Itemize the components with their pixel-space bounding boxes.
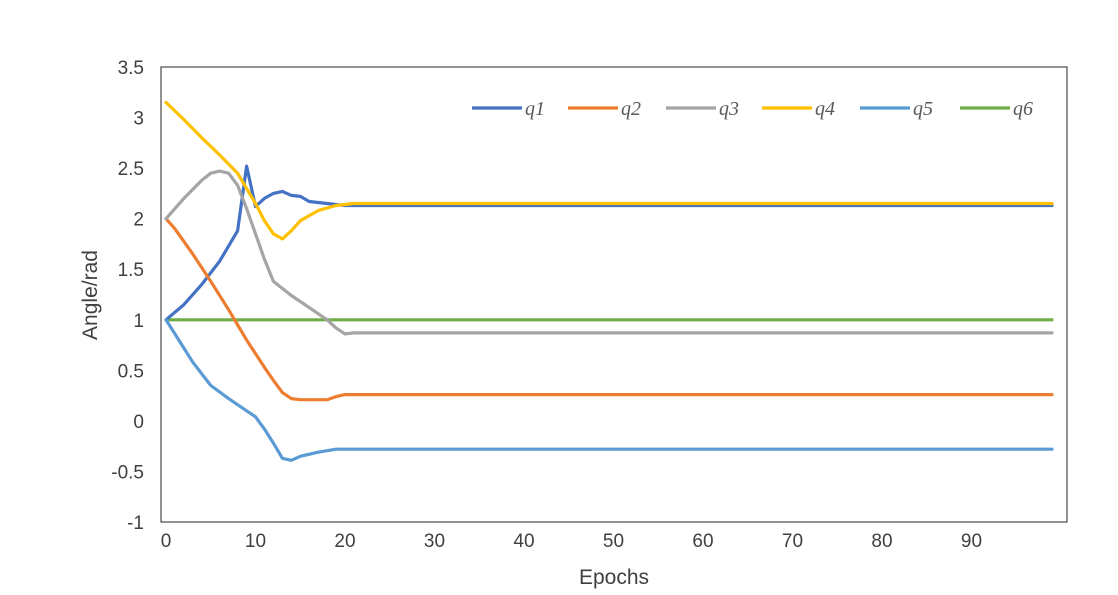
x-tick-label: 40 <box>513 531 534 552</box>
y-tick-label: 1 <box>133 311 144 332</box>
y-tick-label: 3 <box>133 109 144 130</box>
series-line-q2 <box>164 217 1054 402</box>
y-tick-label: 3.5 <box>118 58 144 79</box>
y-axis-title: Angle/rad <box>79 250 102 340</box>
legend-label-q5: q5 <box>913 98 933 120</box>
x-tick-label: 60 <box>692 531 713 552</box>
x-tick-label: 10 <box>245 531 266 552</box>
legend-label-q3: q3 <box>719 98 739 120</box>
series-line-q4 <box>164 100 1054 241</box>
legend-label-q2: q2 <box>621 98 641 120</box>
legend-label-q1: q1 <box>525 98 545 120</box>
series-line-q5 <box>164 318 1054 462</box>
y-tick-label: -0.5 <box>111 462 144 483</box>
x-tick-labels: 0 10 20 30 40 50 60 70 80 90 <box>161 531 982 552</box>
x-axis-title: Epochs <box>579 566 649 589</box>
x-tick-label: 80 <box>871 531 892 552</box>
legend-label-q6: q6 <box>1013 98 1033 120</box>
y-tick-labels: -1 -0.5 0 0.5 1 1.5 2 2.5 3 3.5 <box>111 58 144 534</box>
x-tick-label: 50 <box>603 531 624 552</box>
y-tick-label: 1.5 <box>118 260 144 281</box>
y-tick-label: 2.5 <box>118 159 144 180</box>
x-tick-label: 0 <box>161 531 172 552</box>
x-tick-label: 70 <box>782 531 803 552</box>
y-tick-label: 2 <box>133 210 144 231</box>
plot-area-frame <box>160 66 1068 523</box>
y-tick-label: 0.5 <box>118 361 144 382</box>
x-tick-label: 90 <box>961 531 982 552</box>
series-layer <box>164 100 1054 462</box>
y-tick-label: 0 <box>133 412 144 433</box>
legend: q1 q2 q3 q4 q5 q6 <box>472 98 1033 120</box>
series-line-q1 <box>164 164 1054 322</box>
y-tick-label: -1 <box>127 513 144 534</box>
x-tick-label: 30 <box>424 531 445 552</box>
series-line-q3 <box>164 169 1054 336</box>
x-tick-label: 20 <box>334 531 355 552</box>
legend-label-q4: q4 <box>815 98 835 120</box>
